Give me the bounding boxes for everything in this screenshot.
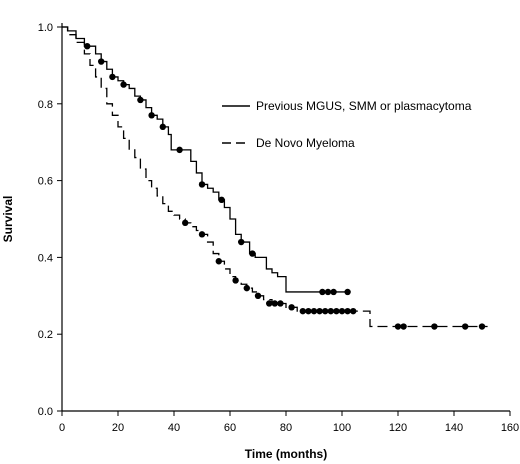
x-tick-label: 160 [501, 422, 519, 434]
censor-mark-1 [232, 277, 239, 284]
censor-mark-1 [254, 292, 262, 299]
censor-mark-0 [84, 43, 91, 50]
y-tick-label: 0.8 [38, 99, 53, 111]
y-tick-label: 0.0 [38, 406, 53, 418]
censor-mark-1 [310, 307, 318, 315]
censor-mark-1 [344, 307, 351, 315]
legend-label-previous-mgus: Previous MGUS, SMM or plasmacytoma [256, 99, 472, 113]
censor-mark-1 [478, 323, 486, 330]
legend: Previous MGUS, SMM or plasmacytoma De No… [222, 99, 472, 150]
censor-mark-1 [394, 323, 402, 330]
x-tick-label: 40 [168, 422, 180, 434]
censor-mark-1 [198, 231, 206, 238]
censor-mark-1 [350, 307, 357, 315]
censor-mark-1 [243, 284, 250, 292]
censor-mark-1 [277, 300, 284, 307]
censor-mark-0 [319, 288, 326, 296]
censor-mark-0 [176, 146, 183, 154]
axes: 0 20 40 60 80 100 120 140 160 0.0 0.2 0.4 0.6 0.8 1.0 [38, 22, 519, 434]
censor-mark-1 [182, 219, 189, 227]
censor-mark-1 [322, 307, 329, 315]
x-tick-label: 140 [445, 422, 463, 434]
y-tick-label: 0.4 [38, 252, 53, 264]
censor-mark-0 [330, 288, 337, 296]
x-tick-label: 20 [112, 422, 124, 434]
censor-mark-0 [137, 96, 144, 104]
censor-mark-0 [324, 288, 332, 296]
legend-label-de-novo: De Novo Myeloma [256, 136, 355, 150]
censor-mark-0 [120, 81, 127, 88]
y-tick-label: 0.2 [38, 329, 53, 341]
censor-mark-1 [288, 304, 295, 311]
x-tick-label: 100 [333, 422, 351, 434]
censor-mark-0 [159, 123, 166, 131]
censor-mark-0 [98, 58, 105, 65]
censor-mark-0 [218, 196, 225, 203]
censor-mark-1 [316, 307, 323, 315]
censor-mark-0 [198, 181, 206, 188]
y-tick-label: 1.0 [38, 22, 53, 34]
censor-mark-1 [305, 307, 312, 315]
censor-mark-1 [215, 258, 222, 265]
censor-mark-1 [299, 307, 306, 315]
censor-mark-0 [249, 250, 256, 257]
censor-mark-1 [400, 323, 407, 330]
censor-mark-1 [462, 323, 469, 330]
x-axis-title: Time (months) [245, 447, 327, 461]
censor-mark-0 [238, 238, 245, 246]
series-line-1 [62, 26, 488, 328]
series-layer [62, 26, 488, 330]
censor-mark-1 [338, 307, 346, 315]
censor-mark-0 [109, 73, 116, 81]
x-tick-label: 120 [389, 422, 407, 434]
series-line-0 [62, 26, 351, 293]
y-axis-title: Survival [1, 196, 15, 243]
x-tick-label: 60 [224, 422, 236, 434]
x-tick-label: 80 [280, 422, 292, 434]
censor-mark-1 [327, 307, 334, 315]
censor-mark-0 [344, 288, 351, 296]
censor-mark-1 [271, 300, 278, 307]
censor-mark-1 [333, 307, 340, 315]
censor-mark-0 [148, 112, 155, 119]
x-tick-label: 0 [59, 422, 65, 434]
censor-mark-1 [431, 323, 438, 330]
censor-mark-1 [266, 300, 273, 307]
y-tick-label: 0.6 [38, 176, 53, 188]
